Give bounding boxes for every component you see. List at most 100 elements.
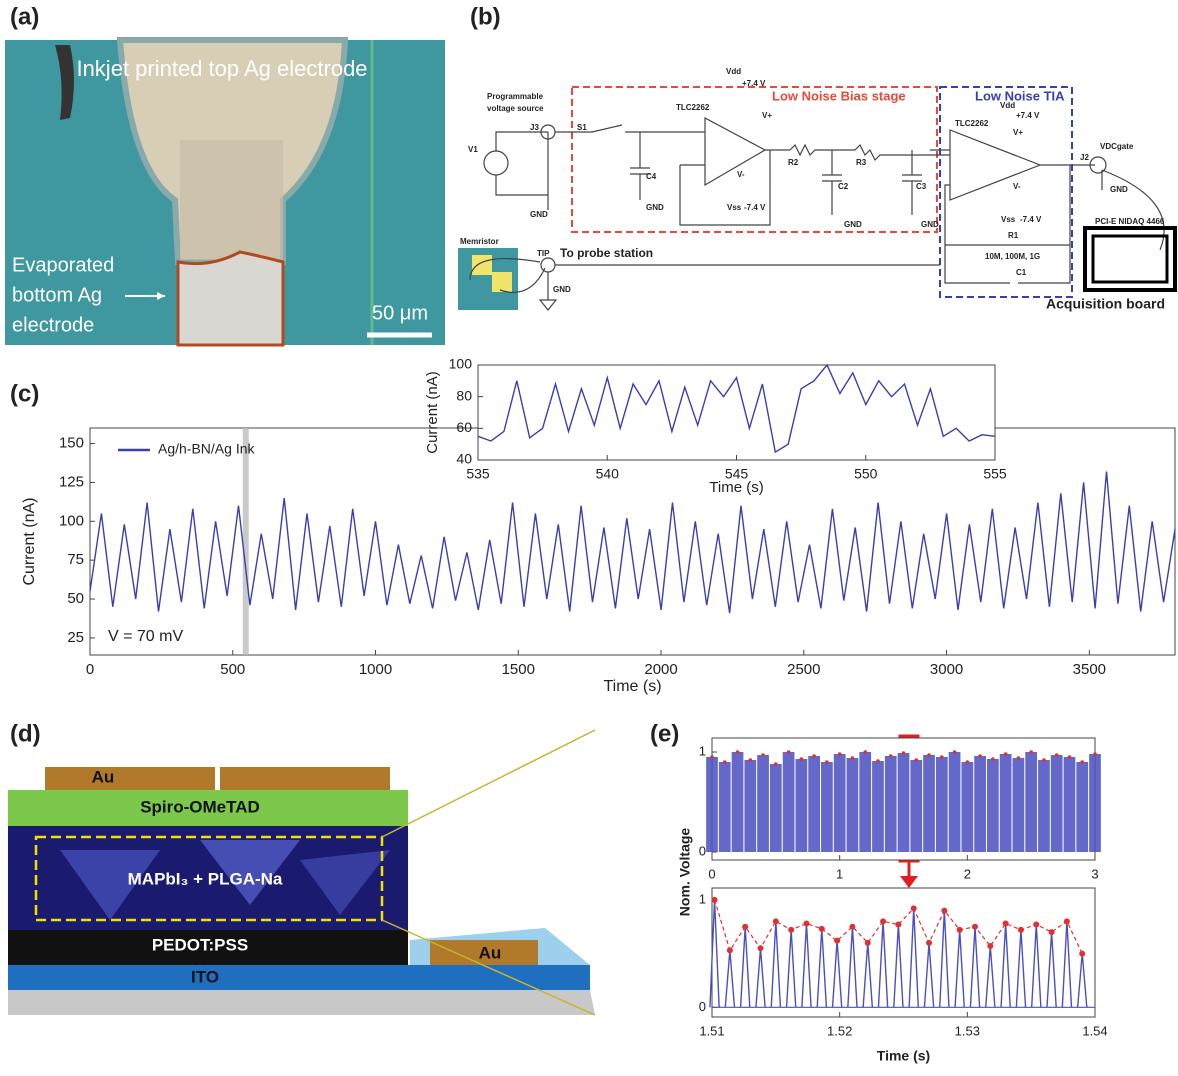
peak-marker bbox=[927, 753, 931, 757]
x-tick-label: 3500 bbox=[1073, 661, 1106, 678]
peak-marker bbox=[812, 754, 816, 758]
y-axis-label: Nom. Voltage bbox=[677, 828, 693, 917]
peak-marker bbox=[1033, 921, 1040, 928]
circuit-label: Acquisition board bbox=[1046, 296, 1165, 312]
peak-marker bbox=[952, 750, 957, 754]
circuit-label: R2 bbox=[788, 158, 799, 167]
circuit-label: VDCgate bbox=[1100, 142, 1134, 151]
x-tick-label: 3000 bbox=[930, 661, 963, 678]
circuit-label: -7.4 V bbox=[1020, 215, 1042, 224]
x-tick-label: 2 bbox=[964, 866, 971, 881]
panel-label: (c) bbox=[10, 380, 39, 407]
circuit-label: R1 bbox=[1008, 231, 1019, 240]
peak-marker bbox=[818, 925, 825, 932]
y-tick-label: 125 bbox=[59, 473, 84, 490]
x-axis-label: Time (s) bbox=[877, 1048, 930, 1064]
peak-marker bbox=[757, 945, 764, 952]
peak-marker bbox=[726, 947, 733, 954]
image-label: Inkjet printed top Ag electrode bbox=[76, 56, 367, 81]
image-label: Evaporated bbox=[12, 254, 114, 276]
peak-marker bbox=[710, 755, 714, 759]
plot-area bbox=[477, 364, 996, 461]
peak-marker bbox=[742, 923, 749, 930]
y-tick-label: 75 bbox=[67, 551, 84, 568]
circuit-label: V1 bbox=[468, 145, 478, 154]
peak-marker bbox=[863, 750, 867, 754]
peak-marker bbox=[1067, 755, 1072, 759]
circuit-label: TIP bbox=[537, 249, 550, 258]
circuit-label: -7.4 V bbox=[744, 203, 766, 212]
circuit-label: GND bbox=[844, 220, 862, 229]
legend-label: Ag/h-BN/Ag Ink bbox=[158, 441, 255, 457]
x-tick-label: 550 bbox=[854, 466, 878, 482]
layer-label: ITO bbox=[191, 967, 219, 986]
annotation: V = 70 mV bbox=[108, 628, 183, 645]
circuit-label: +7.4 V bbox=[1016, 111, 1040, 120]
circuit-label: Vss bbox=[727, 203, 742, 212]
data-line bbox=[477, 363, 996, 454]
x-axis-label: Time (s) bbox=[709, 479, 763, 496]
y-axis-label: Current (nA) bbox=[21, 497, 38, 585]
circuit-label: J2 bbox=[1080, 153, 1089, 162]
circuit-label: GND bbox=[646, 203, 664, 212]
layer-label: Au bbox=[479, 943, 502, 962]
peak-marker bbox=[940, 755, 944, 759]
circuit-label: Vss bbox=[1001, 215, 1016, 224]
x-tick-label: 545 bbox=[725, 466, 749, 482]
x-tick-label: 1000 bbox=[359, 661, 392, 678]
peak-marker bbox=[888, 754, 893, 758]
circuit-label: GND bbox=[530, 210, 548, 219]
arrow-head bbox=[900, 876, 918, 888]
circuit-label: voltage source bbox=[487, 104, 544, 113]
y-tick-label: 1 bbox=[699, 891, 706, 906]
peak-marker bbox=[1093, 752, 1097, 756]
circuit-label: C4 bbox=[646, 172, 657, 181]
circuit-label: Memristor bbox=[460, 237, 499, 246]
x-tick-label: 1.53 bbox=[955, 1023, 980, 1038]
peak-marker bbox=[786, 750, 791, 754]
schematic bbox=[458, 86, 1177, 311]
circuit-label: PCI-E NIDAQ 4466 bbox=[1095, 217, 1165, 226]
y-tick-label: 100 bbox=[59, 512, 84, 529]
x-tick-label: 1.52 bbox=[827, 1023, 852, 1038]
circuit-label: V- bbox=[737, 170, 745, 179]
circuit-label: V- bbox=[1013, 182, 1021, 191]
circuit-label: J3 bbox=[530, 123, 539, 132]
circuit-label: R3 bbox=[856, 158, 867, 167]
image-label: bottom Ag bbox=[12, 284, 102, 306]
panel-label: (a) bbox=[10, 3, 39, 30]
data-line bbox=[89, 471, 1176, 614]
y-tick-label: 25 bbox=[67, 629, 84, 646]
peak-marker bbox=[895, 921, 902, 928]
peak-marker bbox=[926, 939, 933, 946]
x-axis-label: Time (s) bbox=[603, 678, 661, 695]
peak-marker bbox=[971, 923, 978, 930]
circuit-label: Vdd bbox=[1000, 101, 1015, 110]
peak-marker bbox=[761, 753, 765, 757]
peak-marker bbox=[1002, 920, 1009, 927]
layer-label: MAPbI₃ + PLGA-Na bbox=[128, 869, 283, 888]
peak-marker bbox=[1016, 756, 1021, 760]
peak-marker bbox=[722, 760, 727, 764]
x-tick-label: 535 bbox=[466, 466, 490, 482]
peak-marker bbox=[901, 751, 906, 755]
peak-marker bbox=[834, 937, 841, 944]
circuit-label: V+ bbox=[762, 111, 772, 120]
peak-marker bbox=[991, 757, 995, 761]
y-tick-label: 60 bbox=[456, 419, 472, 435]
plot-area bbox=[89, 427, 1176, 656]
y-tick-label: 1 bbox=[699, 743, 706, 758]
circuit-label: +7.4 V bbox=[742, 79, 766, 88]
device-illustration bbox=[8, 729, 596, 1016]
circuit-label: GND bbox=[553, 285, 571, 294]
peak-marker bbox=[1042, 758, 1046, 762]
peak-marker bbox=[711, 896, 718, 903]
image-label: electrode bbox=[12, 314, 94, 336]
peak-marker bbox=[1017, 926, 1024, 933]
y-tick-label: 80 bbox=[456, 387, 472, 403]
circuit-label: C2 bbox=[838, 182, 849, 191]
x-tick-label: 500 bbox=[220, 661, 245, 678]
panel-label: (b) bbox=[470, 3, 501, 30]
peak-marker bbox=[849, 923, 856, 930]
